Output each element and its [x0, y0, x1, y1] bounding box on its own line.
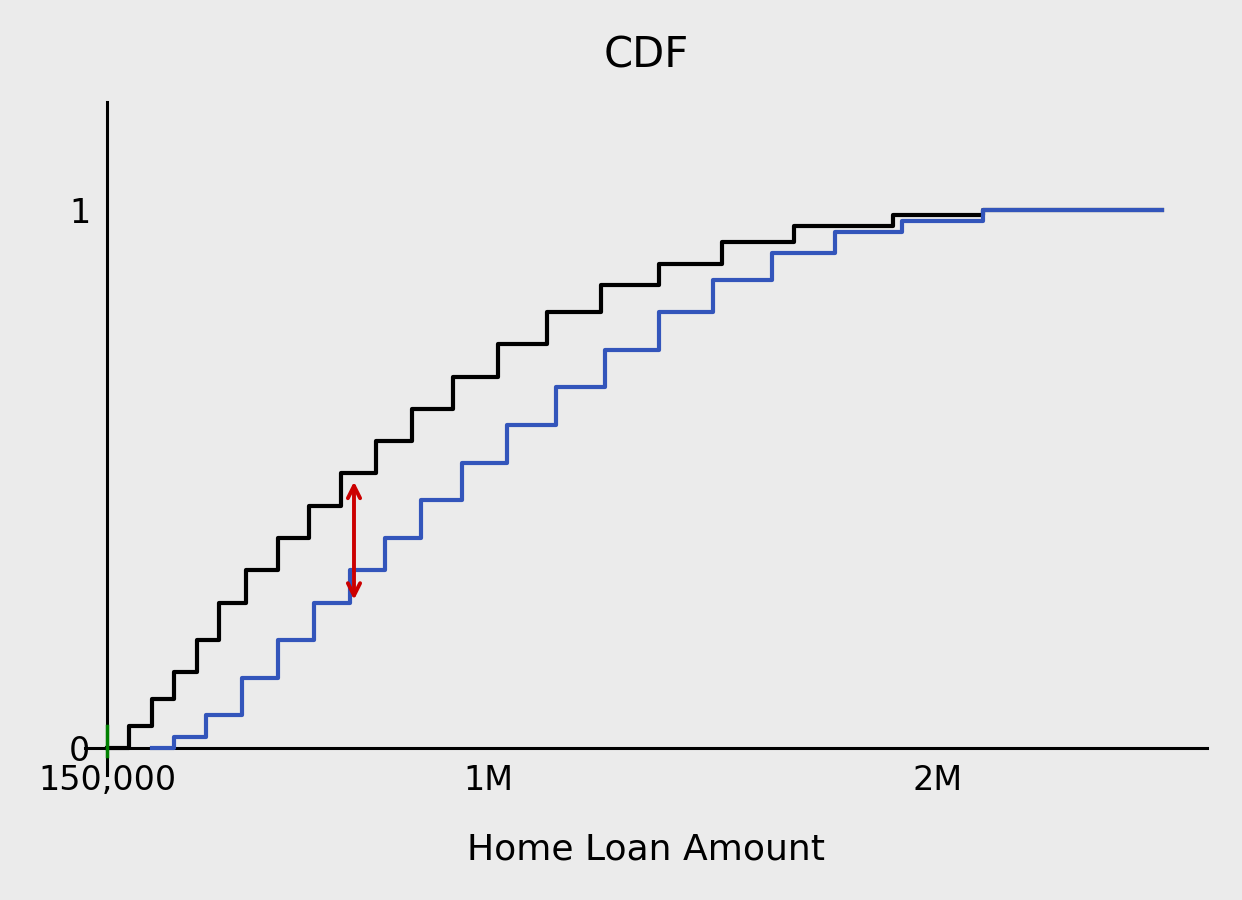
- Title: CDF: CDF: [604, 35, 688, 76]
- X-axis label: Home Loan Amount: Home Loan Amount: [467, 832, 825, 866]
